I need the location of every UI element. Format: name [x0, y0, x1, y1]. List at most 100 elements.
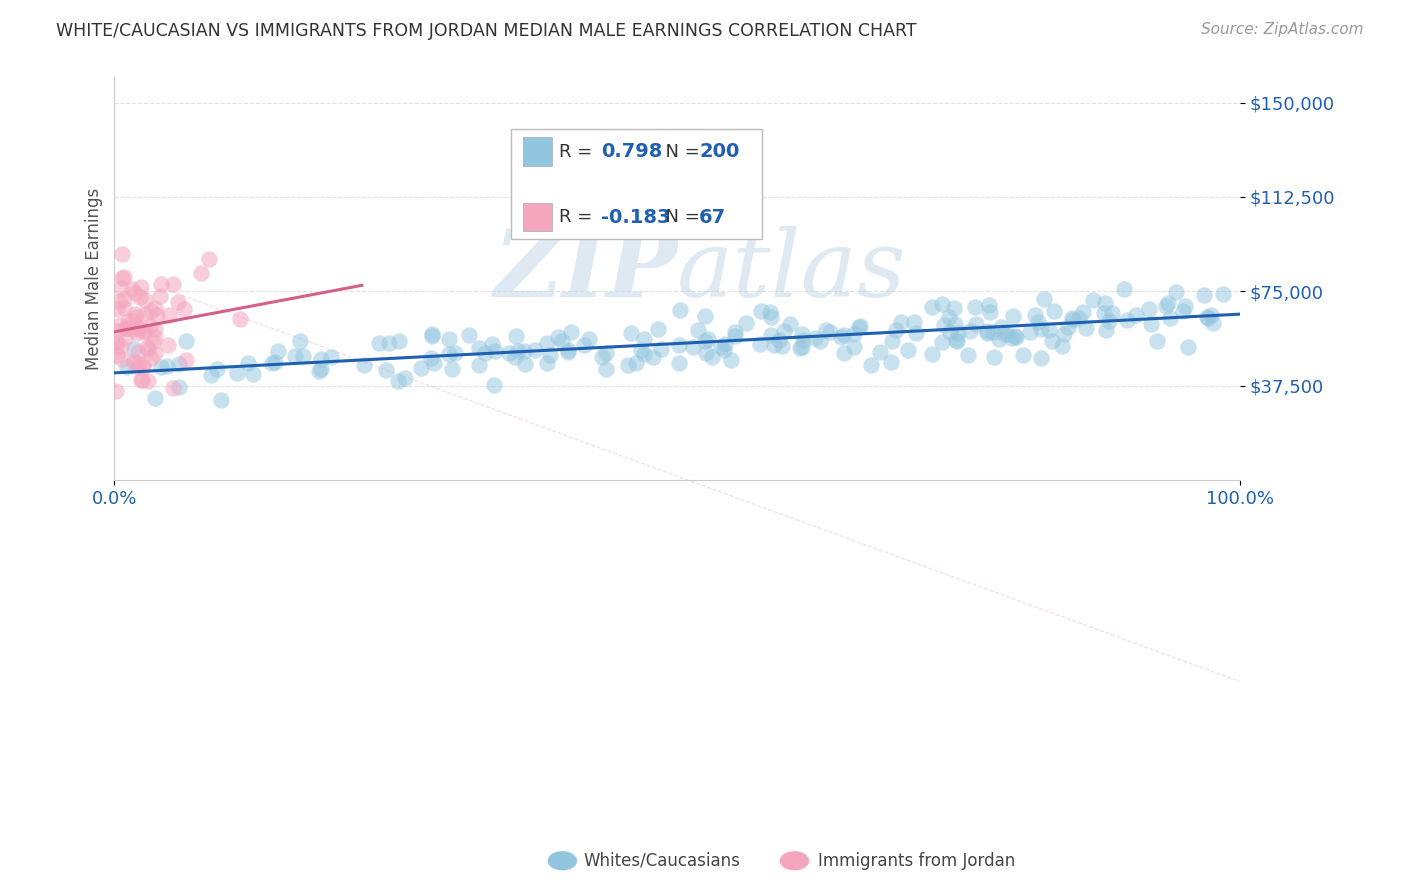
Point: [484, 343, 506, 358]
Point: [134, 293, 156, 307]
Point: [993, 326, 1015, 341]
Point: [713, 343, 735, 358]
Point: [1098, 314, 1121, 328]
Point: [112, 292, 135, 306]
Point: [1076, 321, 1098, 335]
Point: [536, 335, 558, 350]
Point: [1092, 305, 1115, 319]
Point: [132, 357, 155, 371]
Point: [1004, 328, 1026, 343]
Point: [560, 326, 582, 340]
Point: [921, 347, 943, 361]
Point: [1197, 311, 1219, 326]
Point: [624, 356, 647, 370]
Point: [157, 308, 180, 322]
Point: [832, 345, 855, 359]
Point: [710, 340, 733, 354]
Point: [983, 350, 1005, 364]
Point: [695, 346, 717, 360]
Point: [1125, 308, 1147, 322]
Point: [762, 338, 785, 352]
Point: [808, 334, 831, 348]
Point: [105, 347, 128, 361]
Point: [650, 343, 672, 357]
Point: [1202, 317, 1225, 331]
Point: [457, 328, 479, 343]
Point: [942, 301, 965, 315]
Point: [572, 338, 595, 352]
Point: [1095, 323, 1118, 337]
Point: [1116, 313, 1139, 327]
Point: [104, 335, 127, 350]
Point: [111, 351, 134, 366]
Point: [1005, 329, 1028, 343]
Point: [643, 350, 665, 364]
Point: [620, 326, 643, 340]
Point: [1192, 288, 1215, 302]
Point: [976, 326, 998, 340]
Point: [394, 370, 416, 384]
Point: [904, 326, 927, 341]
Point: [792, 340, 814, 354]
Point: [815, 323, 838, 337]
Point: [498, 346, 520, 360]
Point: [759, 328, 782, 343]
Point: [551, 334, 574, 348]
Point: [770, 339, 793, 353]
Point: [749, 304, 772, 318]
Point: [1043, 303, 1066, 318]
Point: [938, 310, 960, 324]
Point: [122, 314, 145, 328]
Point: [617, 358, 640, 372]
Point: [965, 318, 987, 332]
Point: [959, 324, 981, 338]
Point: [198, 252, 221, 267]
Point: [880, 334, 903, 349]
Point: [110, 339, 132, 353]
Point: [945, 317, 967, 331]
Point: [1171, 304, 1194, 318]
Point: [686, 323, 709, 337]
Point: [124, 307, 146, 321]
Point: [595, 346, 617, 360]
Point: [1050, 339, 1073, 353]
Text: Source: ZipAtlas.com: Source: ZipAtlas.com: [1201, 22, 1364, 37]
Point: [503, 350, 526, 364]
Text: R =: R =: [558, 208, 598, 226]
Point: [467, 358, 489, 372]
Point: [595, 362, 617, 376]
Point: [288, 334, 311, 349]
Point: [121, 322, 143, 336]
Text: Immigrants from Jordan: Immigrants from Jordan: [818, 852, 1015, 870]
Point: [965, 300, 987, 314]
Point: [939, 325, 962, 339]
Point: [127, 345, 149, 359]
Point: [149, 288, 172, 302]
Point: [1011, 348, 1033, 362]
Point: [848, 320, 870, 334]
Point: [139, 303, 162, 318]
Point: [467, 341, 489, 355]
Point: [308, 364, 330, 378]
Point: [1019, 325, 1042, 339]
Point: [981, 325, 1004, 339]
Point: [136, 374, 159, 388]
Point: [860, 358, 883, 372]
Point: [633, 332, 655, 346]
Point: [291, 349, 314, 363]
Point: [174, 334, 197, 348]
Point: [143, 345, 166, 359]
Point: [110, 280, 132, 294]
Point: [127, 359, 149, 374]
Point: [1062, 313, 1084, 327]
Point: [591, 350, 613, 364]
Point: [378, 336, 401, 351]
Point: [139, 351, 162, 366]
Point: [122, 342, 145, 356]
Point: [547, 330, 569, 344]
Point: [105, 301, 128, 316]
Point: [108, 294, 131, 309]
Point: [420, 326, 443, 341]
Point: [1094, 296, 1116, 310]
Text: Whites/Caucasians: Whites/Caucasians: [583, 852, 741, 870]
